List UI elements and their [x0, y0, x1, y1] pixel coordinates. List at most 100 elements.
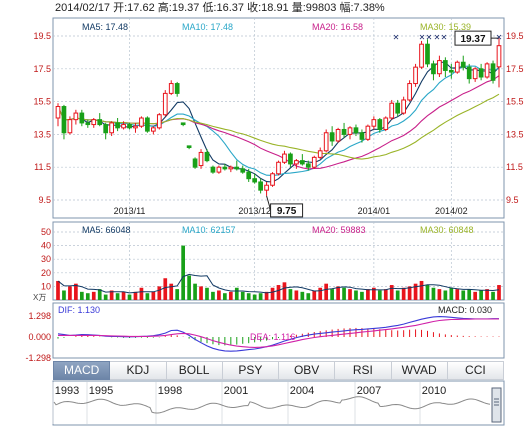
volume-bar: [395, 290, 400, 300]
volume-bar: [264, 291, 269, 300]
volume-bar: [348, 289, 352, 300]
volume-tick: 10: [41, 281, 51, 291]
volume-bar: [479, 290, 483, 300]
candle: [270, 172, 275, 187]
candle: [448, 63, 454, 79]
tab-psy[interactable]: PSY: [222, 361, 279, 380]
candle-body: [162, 92, 168, 116]
macd-panel: [52, 302, 505, 359]
candle-body: [222, 166, 228, 170]
candle: [186, 145, 192, 150]
timeline-year: 1998: [158, 385, 182, 397]
candle: [288, 152, 293, 168]
price-tick-right: 13.5: [506, 129, 524, 139]
candle-body: [61, 106, 67, 134]
volume-bar: [62, 290, 66, 300]
volume-bar: [455, 289, 460, 300]
candle: [294, 159, 299, 169]
volume-bar: [324, 283, 329, 300]
volume-bar: [163, 278, 168, 300]
candle-body: [389, 102, 395, 119]
high-marker-box: [454, 30, 492, 46]
candle-body: [305, 163, 311, 168]
candle-body: [258, 181, 263, 191]
candle: [73, 109, 79, 125]
candle: [210, 165, 216, 174]
candle-body: [377, 119, 383, 130]
candle: [264, 181, 269, 196]
candle-body: [252, 178, 258, 183]
candle: [216, 165, 222, 174]
legend-vol-ma20: MA20: 59883: [312, 225, 366, 235]
dea-line: [58, 318, 500, 348]
volume-bar: [401, 287, 406, 300]
candle-body: [156, 114, 162, 129]
candle: [365, 124, 371, 141]
price-tick-x: 2014/01: [358, 206, 391, 216]
candle: [472, 67, 478, 82]
tab-rsi[interactable]: RSI: [335, 361, 392, 380]
candle: [156, 113, 162, 130]
timeline-year: 2007: [357, 385, 381, 397]
candle: [329, 126, 335, 146]
tab-obv[interactable]: OBV: [279, 361, 336, 380]
header-volume: 量:99803: [292, 1, 337, 14]
volume-bar: [151, 291, 156, 300]
candle-body: [228, 166, 234, 170]
candle: [335, 127, 341, 143]
tab-macd[interactable]: MACD: [53, 361, 111, 380]
candle-body: [67, 119, 73, 134]
candle: [97, 113, 103, 127]
candle-body: [97, 119, 103, 126]
timeline-panel[interactable]: [52, 380, 505, 426]
macd-tick: 0.000: [28, 332, 51, 342]
candle: [180, 122, 186, 127]
tab-kdj[interactable]: KDJ: [110, 361, 167, 380]
timeline-scroll-handle[interactable]: [491, 387, 502, 423]
price-tick-x: 2013/11: [114, 206, 146, 216]
timeline-year: 2001: [224, 385, 248, 397]
price-tick-left: 17.5: [33, 64, 51, 74]
tab-boll[interactable]: BOLL: [166, 361, 223, 380]
timeline-year: 1995: [89, 385, 113, 397]
candle: [198, 149, 204, 169]
header-low: 低:16.37: [202, 1, 244, 14]
candle: [389, 99, 395, 120]
candle-body: [466, 66, 472, 80]
candle: [133, 122, 138, 133]
volume-bar: [407, 286, 412, 300]
candle: [91, 118, 97, 128]
volume-bar: [306, 293, 311, 300]
candle-body: [198, 151, 204, 167]
candle: [145, 116, 150, 133]
candle-body: [437, 60, 442, 75]
timeline-years: 1993 1995 1998 2001 2004 2007 2010: [55, 385, 446, 397]
header-amplitude: 幅:7.38%: [339, 1, 384, 14]
volume-bar: [258, 293, 263, 300]
price-axis-x: 2013/11 2013/12 2014/01 2014/02: [114, 206, 468, 216]
tab-wvad[interactable]: WVAD: [391, 361, 448, 380]
price-tick-right: 9.5: [506, 195, 519, 205]
volume-bar: [360, 291, 364, 300]
event-marker-icon: ✕: [393, 33, 400, 42]
candle: [228, 165, 234, 173]
event-marker-icon: ✕: [496, 33, 503, 42]
candle-body: [365, 125, 371, 140]
timeline-year: 1993: [55, 385, 79, 397]
tab-cci[interactable]: CCI: [447, 361, 504, 380]
volume-bar: [288, 289, 293, 300]
candle-body: [401, 99, 406, 114]
legend-dea: DEA: 1.116: [250, 332, 295, 342]
volume-bar: [413, 283, 418, 300]
candlesticks: [55, 38, 502, 196]
volume-bar: [91, 291, 96, 300]
macd-tick: 1.298: [28, 311, 51, 321]
candle-body: [186, 145, 192, 149]
volume-bars: [56, 245, 501, 300]
volume-bar: [199, 286, 203, 300]
candle-body: [270, 173, 275, 186]
candle: [305, 160, 311, 171]
candle: [401, 96, 406, 115]
candle: [431, 60, 436, 81]
candle-body: [246, 171, 252, 180]
